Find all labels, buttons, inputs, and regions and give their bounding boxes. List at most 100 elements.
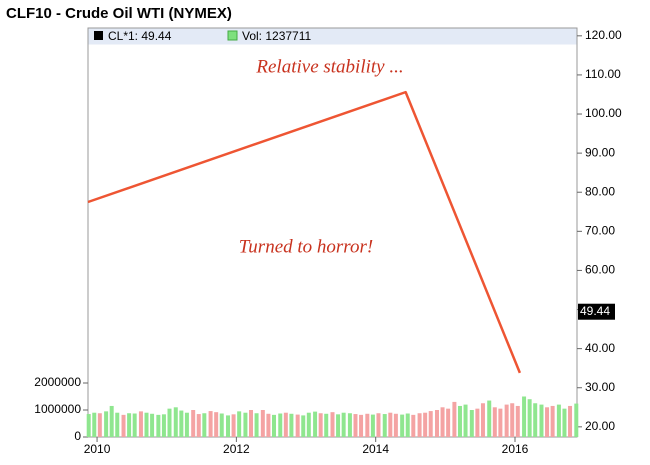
volume-bar bbox=[132, 413, 137, 437]
y-tick-label: 20.00 bbox=[585, 419, 615, 433]
y-tick-label: 110.00 bbox=[585, 67, 621, 81]
volume-bar bbox=[423, 412, 428, 437]
volume-bar bbox=[562, 408, 567, 437]
legend-marker bbox=[227, 30, 238, 41]
y-tick-label: 90.00 bbox=[585, 145, 615, 159]
volume-bar bbox=[487, 400, 492, 437]
volume-bar bbox=[388, 412, 393, 437]
volume-bar bbox=[173, 407, 178, 437]
y2-tick-label: 2000000 bbox=[34, 375, 81, 389]
volume-bar bbox=[150, 413, 155, 437]
volume-bar bbox=[480, 403, 485, 437]
volume-bar bbox=[574, 403, 579, 437]
volume-bar bbox=[393, 413, 398, 437]
volume-bar bbox=[266, 413, 271, 437]
legend: CL*1: 49.44 Vol: 1237711 bbox=[94, 29, 312, 43]
volume-bar bbox=[330, 412, 335, 437]
volume-bar bbox=[522, 396, 527, 437]
volume-bar bbox=[271, 414, 276, 437]
volume-bar bbox=[370, 414, 375, 437]
volume-bar bbox=[208, 411, 213, 437]
volume-bar bbox=[324, 413, 329, 437]
plot-frame bbox=[87, 27, 578, 438]
y-tick-label: 30.00 bbox=[585, 380, 615, 394]
volume-bar bbox=[144, 412, 149, 437]
volume-bar bbox=[556, 404, 561, 437]
annotation: Turned to horror! bbox=[239, 236, 373, 257]
legend-entry: CL*1: 49.44 bbox=[108, 29, 172, 43]
x-tick-label: 2012 bbox=[223, 442, 250, 456]
volume-bar bbox=[167, 408, 172, 437]
volume-bar bbox=[226, 415, 231, 437]
chart-title: CLF10 - Crude Oil WTI (NYMEX) bbox=[6, 5, 232, 22]
y-tick-label: 60.00 bbox=[585, 263, 615, 277]
volume-bar bbox=[359, 414, 364, 437]
volume-bar bbox=[347, 413, 352, 437]
volume-bar bbox=[318, 413, 323, 437]
volume-bar bbox=[121, 414, 126, 437]
volume-bar bbox=[417, 413, 422, 437]
volume-bar bbox=[469, 410, 474, 437]
y-tick-label: 80.00 bbox=[585, 184, 615, 198]
volume-bar bbox=[376, 413, 381, 437]
volume-bar bbox=[115, 412, 120, 437]
volume-bar bbox=[405, 413, 410, 437]
volume-bar bbox=[278, 413, 283, 437]
y-tick-label: 70.00 bbox=[585, 223, 615, 237]
volume-bar bbox=[138, 411, 143, 437]
volume-bar bbox=[237, 411, 242, 437]
volume-bar bbox=[498, 408, 503, 437]
annotation: Relative stability ... bbox=[255, 56, 403, 77]
volume-bar bbox=[243, 412, 248, 437]
volume-bar bbox=[156, 414, 161, 437]
volume-bar bbox=[336, 414, 341, 437]
volume-bar bbox=[527, 399, 532, 437]
volume-bar bbox=[196, 414, 201, 437]
volume-bar bbox=[202, 413, 207, 437]
volume-bar bbox=[440, 407, 445, 437]
volume-bar bbox=[568, 405, 573, 437]
trend-line bbox=[87, 90, 522, 374]
volume-bar bbox=[214, 412, 219, 437]
y-tick-label: 100.00 bbox=[585, 106, 622, 120]
volume-bar bbox=[515, 405, 520, 437]
y2-tick-label: 1000000 bbox=[34, 402, 81, 416]
legend-value: 1237711 bbox=[265, 29, 311, 43]
volume-bar bbox=[382, 414, 387, 437]
volume-bar bbox=[191, 410, 196, 437]
volume-bar bbox=[550, 405, 555, 437]
volume-bar bbox=[249, 410, 253, 437]
legend-name: Vol: bbox=[242, 29, 262, 43]
volume-bar bbox=[313, 411, 318, 437]
volume-bar bbox=[289, 413, 294, 437]
volume-bar bbox=[219, 413, 224, 437]
volume-bar bbox=[306, 412, 311, 437]
volume-bar bbox=[510, 403, 515, 437]
legend-marker bbox=[94, 31, 103, 40]
volume-bar bbox=[97, 413, 102, 437]
last-price-label: 49.44 bbox=[580, 304, 610, 318]
volume-bar bbox=[533, 403, 538, 437]
volume-bar bbox=[545, 407, 550, 437]
volume-bar bbox=[86, 414, 91, 437]
volume-bar bbox=[457, 405, 462, 437]
volume-bar bbox=[492, 407, 497, 437]
volume-bar bbox=[365, 413, 370, 437]
volume-bar bbox=[504, 404, 509, 437]
volume-bar bbox=[428, 411, 433, 437]
volume-bar bbox=[184, 412, 189, 437]
legend-entry: Vol: 1237711 bbox=[242, 29, 312, 43]
volume-bar bbox=[231, 414, 236, 437]
volume-bar bbox=[446, 408, 451, 437]
y-tick-label: 120.00 bbox=[585, 28, 622, 42]
x-tick-label: 2014 bbox=[362, 442, 389, 456]
volume-bar bbox=[301, 415, 306, 437]
last-price-box bbox=[578, 303, 615, 320]
x-tick-label: 2016 bbox=[502, 442, 529, 456]
volume-bar bbox=[434, 410, 439, 437]
volume-bar bbox=[92, 412, 97, 437]
volume-bar bbox=[283, 412, 288, 437]
y-tick-label: 40.00 bbox=[585, 341, 615, 355]
